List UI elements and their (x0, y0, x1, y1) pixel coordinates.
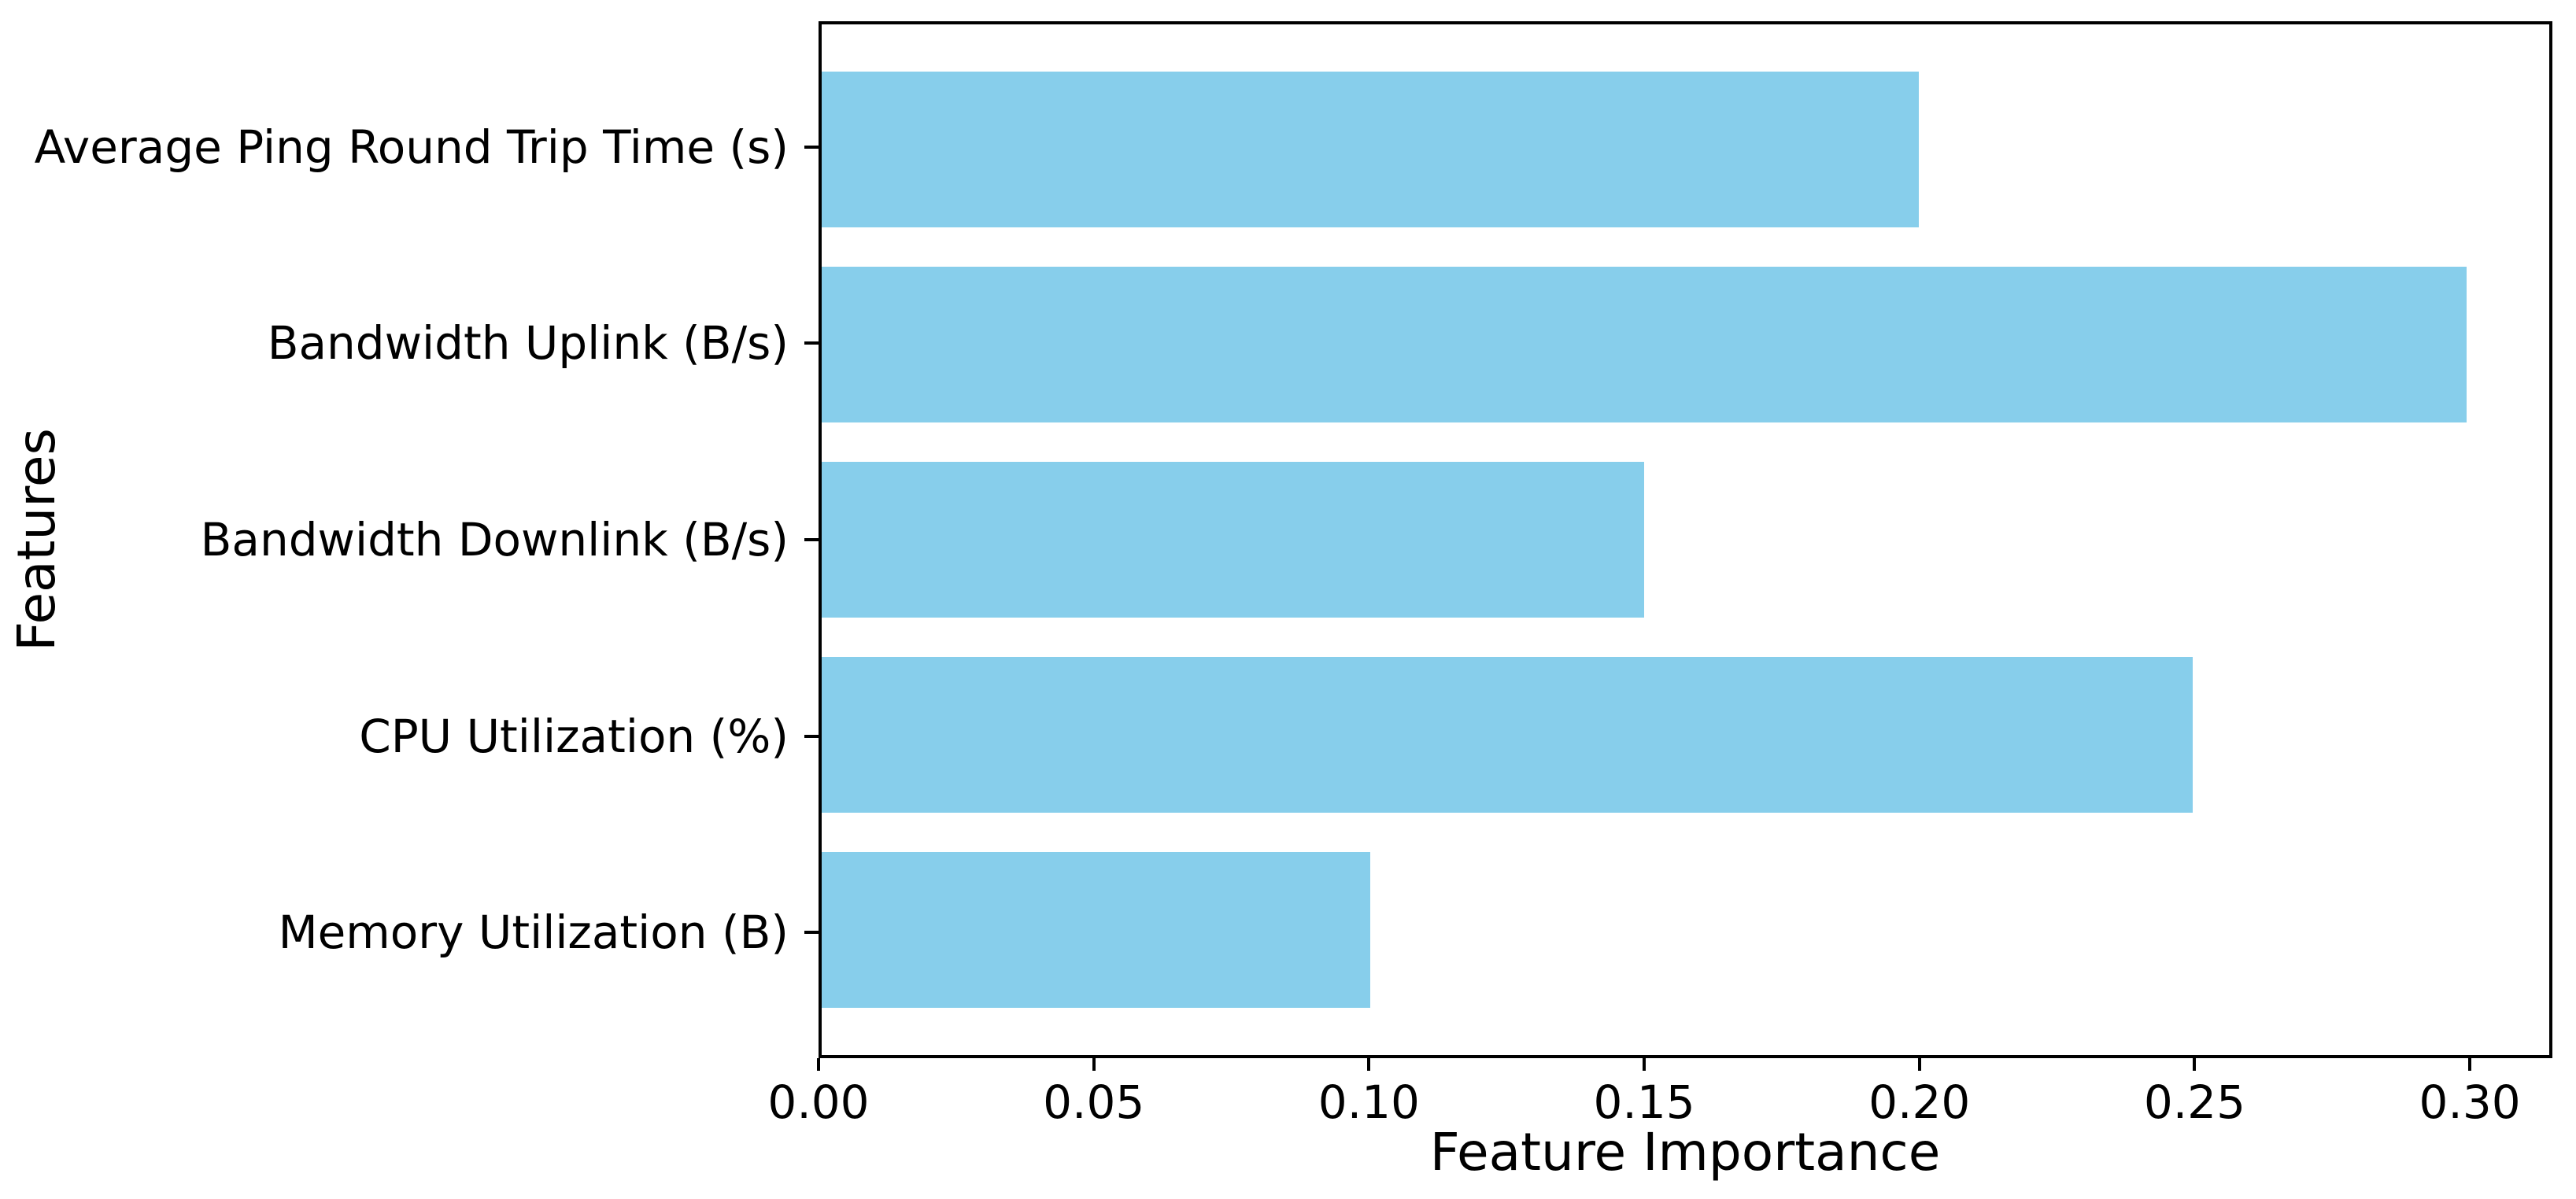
x-tick-mark (1917, 1058, 1921, 1071)
y-tick-mark (804, 734, 819, 738)
x-tick-mark (2468, 1058, 2472, 1071)
y-tick-mark (804, 931, 819, 935)
y-tick-label: Average Ping Round Trip Time (s) (34, 120, 789, 174)
y-tick-mark (804, 538, 819, 541)
y-tick-label: Bandwidth Uplink (B/s) (267, 316, 789, 371)
bar (822, 656, 2193, 813)
x-tick-label: 0.05 (1043, 1075, 1145, 1129)
plot-area (819, 21, 2552, 1058)
bar (822, 71, 1919, 228)
x-tick-label: 0.00 (767, 1075, 870, 1129)
x-tick-label: 0.20 (1868, 1075, 1971, 1129)
x-tick-mark (1367, 1058, 1371, 1071)
y-tick-label: CPU Utilization (%) (359, 709, 789, 763)
x-tick-label: 0.15 (1593, 1075, 1695, 1129)
bar (822, 851, 1370, 1009)
y-tick-label: Memory Utilization (B) (278, 906, 789, 960)
bar (822, 461, 1645, 618)
x-tick-label: 0.25 (2143, 1075, 2245, 1129)
bar (822, 266, 2467, 423)
x-axis-title: Feature Importance (1429, 1122, 1941, 1182)
y-tick-mark (804, 341, 819, 345)
y-tick-mark (804, 145, 819, 149)
x-tick-mark (1092, 1058, 1096, 1071)
x-tick-label: 0.10 (1318, 1075, 1420, 1129)
y-tick-label: Bandwidth Downlink (B/s) (200, 513, 789, 566)
x-tick-mark (1643, 1058, 1646, 1071)
bars-layer (822, 24, 2549, 1055)
x-tick-label: 0.30 (2419, 1075, 2521, 1129)
x-tick-mark (817, 1058, 820, 1071)
x-tick-mark (2193, 1058, 2197, 1071)
